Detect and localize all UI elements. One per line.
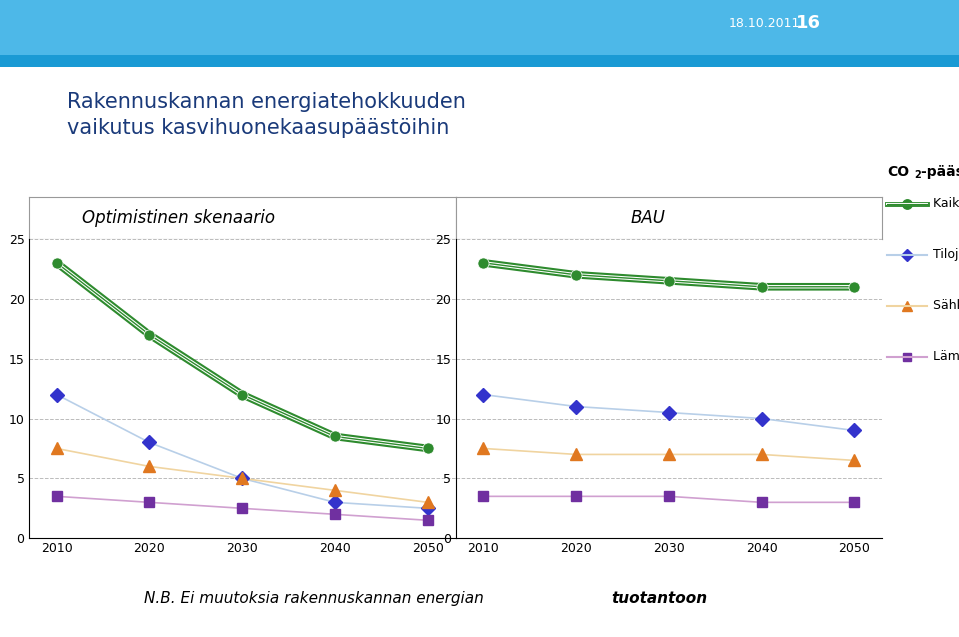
Bar bbox=[0, 55, 959, 67]
Text: Sähkö (ei lämmitys): Sähkö (ei lämmitys) bbox=[933, 299, 959, 312]
Text: Rakennuskannan energiatehokkuuden: Rakennuskannan energiatehokkuuden bbox=[67, 92, 466, 112]
Text: Kaikki energia: Kaikki energia bbox=[933, 197, 959, 210]
Text: -päästöt MT/a: -päästöt MT/a bbox=[921, 165, 959, 179]
Text: 18.10.2011: 18.10.2011 bbox=[729, 17, 800, 30]
Text: Tilojen lämmitys: Tilojen lämmitys bbox=[933, 248, 959, 261]
Text: N.B. Ei muutoksia rakennuskannan energian: N.B. Ei muutoksia rakennuskannan energia… bbox=[144, 591, 483, 606]
Text: BAU: BAU bbox=[630, 209, 665, 227]
Text: 16: 16 bbox=[796, 15, 821, 32]
Text: CO: CO bbox=[887, 165, 909, 179]
Text: 2: 2 bbox=[914, 170, 921, 180]
Text: vaikutus kasvihuonekaasupäästöihin: vaikutus kasvihuonekaasupäästöihin bbox=[67, 118, 450, 138]
Text: tuotantoon: tuotantoon bbox=[612, 591, 708, 606]
Text: Lämmin käyttövesi: Lämmin käyttövesi bbox=[933, 350, 959, 363]
Text: Optimistinen skenaario: Optimistinen skenaario bbox=[82, 209, 274, 227]
